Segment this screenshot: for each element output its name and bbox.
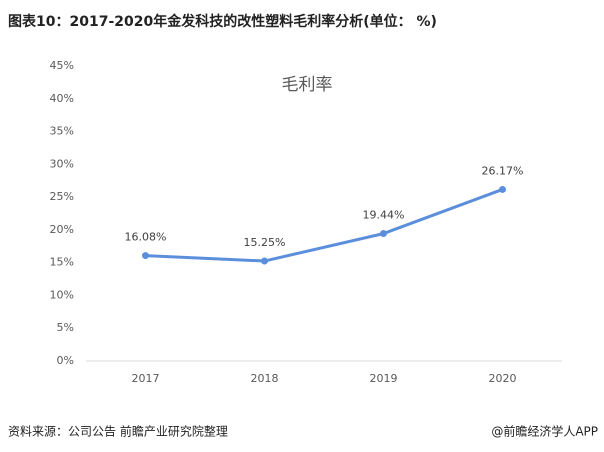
y-tick-label: 20% [50,223,74,236]
value-label: 26.17% [482,164,524,177]
y-tick-label: 10% [50,288,74,301]
x-tick-label: 2019 [370,372,398,385]
point [380,230,387,238]
value-label: 19.44% [363,209,405,222]
x-tick-label: 2018 [251,372,279,385]
line [145,188,504,263]
y-tick-label: 5% [57,321,74,334]
y-tick-label: 40% [50,92,74,105]
y-tick-label: 25% [50,190,74,203]
y-tick-label: 30% [50,157,74,170]
y-tick-label: 35% [50,125,74,138]
y-tick-label: 15% [50,256,74,269]
value-label: 16.08% [125,231,167,244]
point [142,252,149,260]
point [499,185,506,193]
x-tick-label: 2020 [489,372,517,385]
y-tick-label: 45% [50,59,74,72]
point [261,257,268,265]
page-title: 图表10：2017-2020年金发科技的改性塑料毛利率分析(单位： %) [8,13,437,30]
source: 资料来源：公司公告 前瞻产业研究院整理 [8,424,228,439]
y-tick-label: 0% [57,354,74,367]
value-label: 15.25% [244,236,286,249]
x-tick-label: 2017 [132,372,160,385]
chart-title: 毛利率 [282,75,333,95]
brand: @前瞻经济学人APP [491,424,598,439]
